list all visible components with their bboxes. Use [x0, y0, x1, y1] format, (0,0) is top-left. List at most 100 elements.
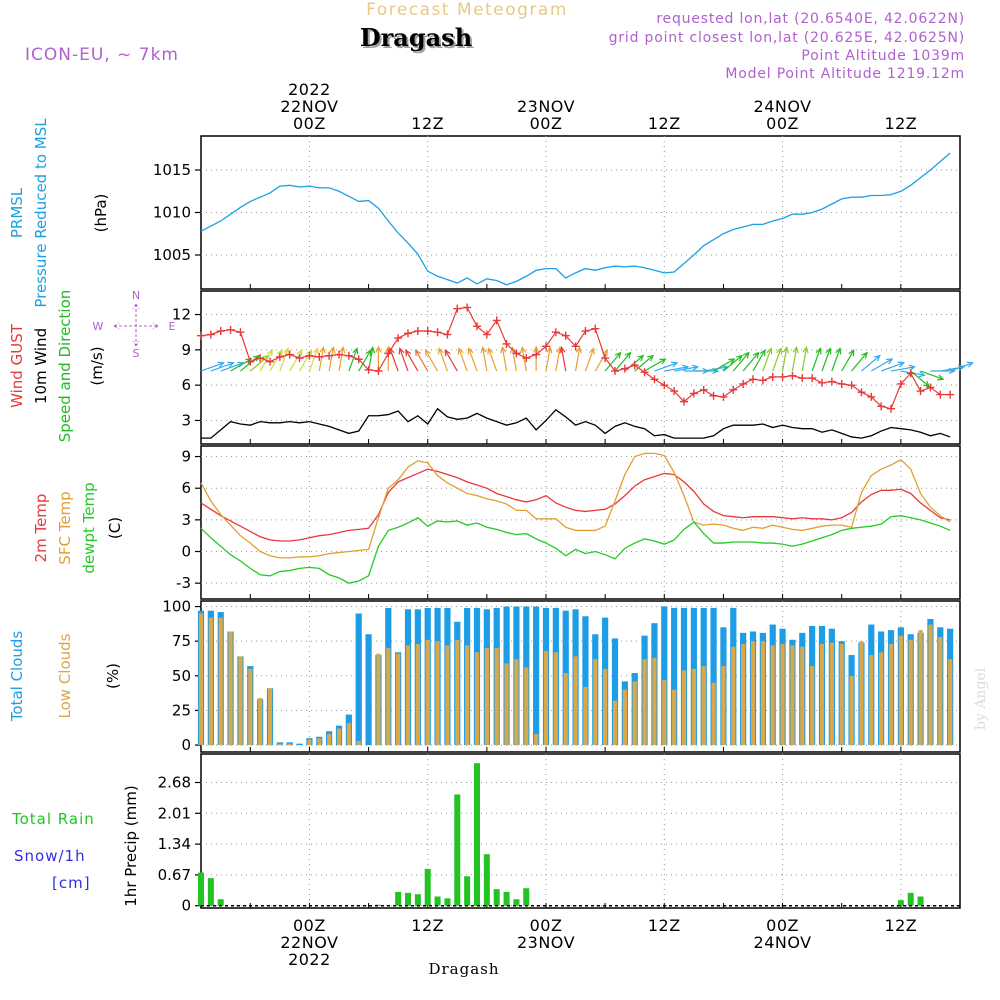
low-cloud-bar [632, 681, 637, 746]
rain-bar [217, 899, 224, 906]
low-cloud-bar [238, 656, 243, 746]
rain-bar [474, 763, 480, 906]
gust-marker [936, 390, 945, 399]
total-cloud-bar [296, 743, 303, 746]
clouds-panel: 0 25 50 75 100 [162, 598, 961, 754]
wind-direction-arrow [703, 366, 728, 372]
wind-direction-arrowhead [835, 347, 842, 355]
wind-direction-arrowhead [766, 347, 773, 355]
top-time-label: 12Z [648, 114, 681, 133]
wind-direction-arrow [444, 349, 458, 372]
low-cloud-bar [356, 740, 361, 746]
wind-direction-arrowhead [245, 358, 253, 365]
low-cloud-bar [277, 743, 282, 746]
wind-direction-arrow [604, 352, 622, 372]
rain-bar [375, 904, 382, 906]
gust-marker [689, 389, 698, 398]
rain-bar [405, 892, 411, 906]
y-tick-label: 1.34 [158, 835, 191, 853]
rain-bar [917, 896, 924, 906]
wind-direction-arrow [438, 348, 448, 372]
wind-direction-arrow [425, 349, 439, 372]
wind-direction-arrowhead [500, 346, 507, 354]
wind-direction-arrow [713, 358, 735, 372]
wind-direction-arrow [289, 349, 303, 372]
temperature-side-label: 2m Temp [32, 494, 50, 563]
gust-marker [739, 379, 748, 388]
wind-direction-arrowhead [276, 349, 283, 357]
low-cloud-bar [711, 682, 716, 746]
wind-direction-arrow [949, 362, 973, 372]
wind-direction-arrow [338, 347, 344, 372]
wind-direction-arrow [574, 347, 581, 372]
y-tick-label: 1015 [153, 161, 191, 179]
wind-direction-arrowhead [601, 349, 608, 357]
gust-marker [502, 339, 511, 348]
low-cloud-bar [938, 637, 943, 746]
rain-bar [907, 892, 914, 906]
rain-bar [483, 854, 490, 906]
rain-bar [454, 794, 461, 906]
gust-marker [660, 381, 669, 390]
low-cloud-bar [603, 668, 608, 746]
gust-marker [808, 374, 817, 383]
low-cloud-bar [750, 641, 756, 746]
wind-direction-arrow [545, 347, 551, 372]
low-cloud-bar [918, 630, 923, 746]
wind-direction-arrowhead [480, 346, 487, 354]
gust-marker [413, 327, 422, 336]
gust-marker [246, 357, 255, 366]
wind-direction-arrow [389, 348, 399, 372]
rain-bar [198, 872, 204, 906]
gust-marker [532, 350, 541, 359]
gust-marker [404, 329, 412, 338]
wind-direction-arrowhead [908, 364, 916, 371]
wind-direction-arrowhead [873, 354, 881, 362]
low-cloud-bar [504, 663, 509, 746]
wind-direction-arrow [880, 362, 904, 372]
gust-marker [788, 371, 797, 380]
wind-direction-arrowhead [691, 364, 700, 371]
gust-marker [423, 327, 432, 336]
wind-direction-arrow [521, 347, 527, 372]
wind-direction-arrowhead [319, 346, 326, 354]
gust-marker [285, 350, 294, 359]
wind-direction-arrowhead [415, 349, 422, 357]
low-cloud-bar [691, 668, 696, 746]
low-cloud-bar [327, 733, 332, 746]
y-tick-label: 25 [172, 701, 191, 719]
top-time-label: 00Z [766, 114, 799, 133]
wind-direction-arrowhead [519, 346, 527, 354]
credit-watermark: by Angel [973, 667, 989, 730]
low-cloud-bar [819, 643, 825, 746]
y-tick-label: 0 [181, 897, 191, 915]
y-tick-label: 6 [181, 479, 191, 497]
total-cloud-bar [661, 606, 668, 746]
gust-marker [837, 379, 846, 388]
wind-side-label: Wind GUST [8, 323, 26, 408]
low-cloud-bar [810, 666, 815, 746]
temperature-side-label: dewpt Temp [80, 482, 98, 573]
pressure-frame [200, 135, 961, 290]
low-cloud-bar [948, 659, 953, 746]
gust-marker [315, 352, 324, 361]
gust-marker [620, 364, 629, 373]
model-label: ICON-EU, ~ 7km [25, 45, 179, 65]
gust-marker [857, 388, 866, 397]
top-time-label: 24NOV [754, 97, 812, 116]
low-cloud-bar [455, 639, 460, 746]
pressure-side-label: Pressure Reduced to MSL [32, 118, 50, 308]
y-tick-label: -3 [176, 574, 191, 592]
low-cloud-bar [405, 645, 411, 746]
gust-marker [847, 381, 856, 390]
low-cloud-bar [465, 645, 470, 746]
wind-direction-arrow [762, 348, 772, 372]
top-time-label: 22NOV [280, 97, 338, 116]
sfc-temp-line [200, 452, 951, 559]
wind-frame [200, 290, 961, 445]
low-cloud-bar [346, 722, 351, 746]
y-tick-label: 0 [181, 736, 191, 754]
bottom-time-label: 00Z [766, 916, 799, 935]
gust-marker [236, 328, 245, 337]
low-cloud-bar [445, 645, 450, 746]
